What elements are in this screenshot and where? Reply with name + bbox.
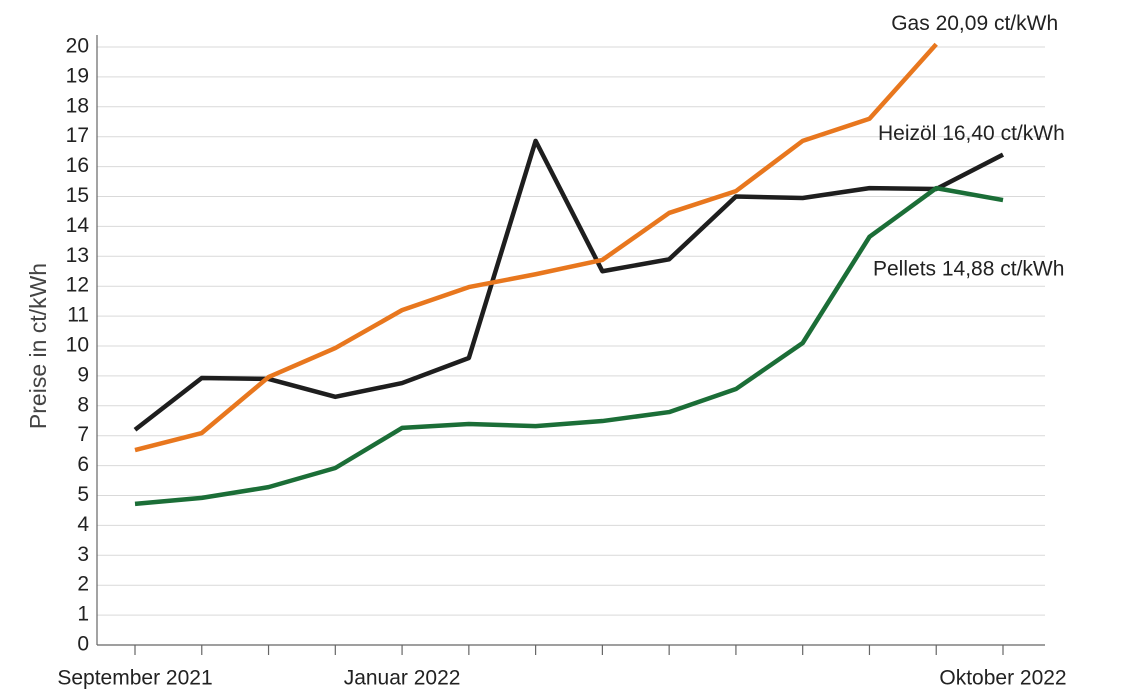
y-tick-label: 2 bbox=[77, 573, 89, 596]
y-tick-label: 3 bbox=[77, 543, 89, 566]
y-tick-label: 12 bbox=[66, 274, 89, 297]
x-tick-label: Oktober 2022 bbox=[939, 667, 1066, 690]
y-tick-label: 9 bbox=[77, 363, 89, 386]
y-tick-label: 17 bbox=[66, 124, 89, 147]
y-tick-label: 10 bbox=[66, 334, 89, 357]
y-axis-label: Preise in ct/kWh bbox=[25, 263, 51, 429]
y-tick-label: 8 bbox=[77, 393, 89, 416]
annotation: Gas 20,09 ct/kWh bbox=[891, 12, 1058, 35]
y-tick-label: 1 bbox=[77, 603, 89, 626]
y-tick-label: 16 bbox=[66, 154, 89, 177]
line-series bbox=[134, 42, 938, 453]
y-tick-label: 11 bbox=[67, 304, 89, 327]
y-tick-label: 6 bbox=[77, 453, 89, 476]
x-tick-label: Januar 2022 bbox=[344, 667, 461, 690]
y-tick-label: 13 bbox=[66, 244, 89, 267]
line-series bbox=[134, 185, 1004, 507]
y-tick-label: 15 bbox=[66, 184, 89, 207]
y-tick-label: 7 bbox=[77, 423, 89, 446]
line-series bbox=[133, 138, 1005, 432]
y-tick-label: 4 bbox=[77, 513, 89, 536]
x-tick-label: September 2021 bbox=[57, 667, 212, 690]
y-tick-label: 14 bbox=[66, 214, 90, 237]
y-tick-label: 18 bbox=[66, 94, 89, 117]
annotation: Heizöl 16,40 ct/kWh bbox=[878, 122, 1065, 145]
y-tick-label: 5 bbox=[77, 483, 89, 506]
y-tick-label: 0 bbox=[77, 633, 89, 656]
y-tick-label: 19 bbox=[66, 64, 89, 87]
annotation: Pellets 14,88 ct/kWh bbox=[873, 258, 1064, 281]
y-tick-label: 20 bbox=[66, 35, 89, 58]
